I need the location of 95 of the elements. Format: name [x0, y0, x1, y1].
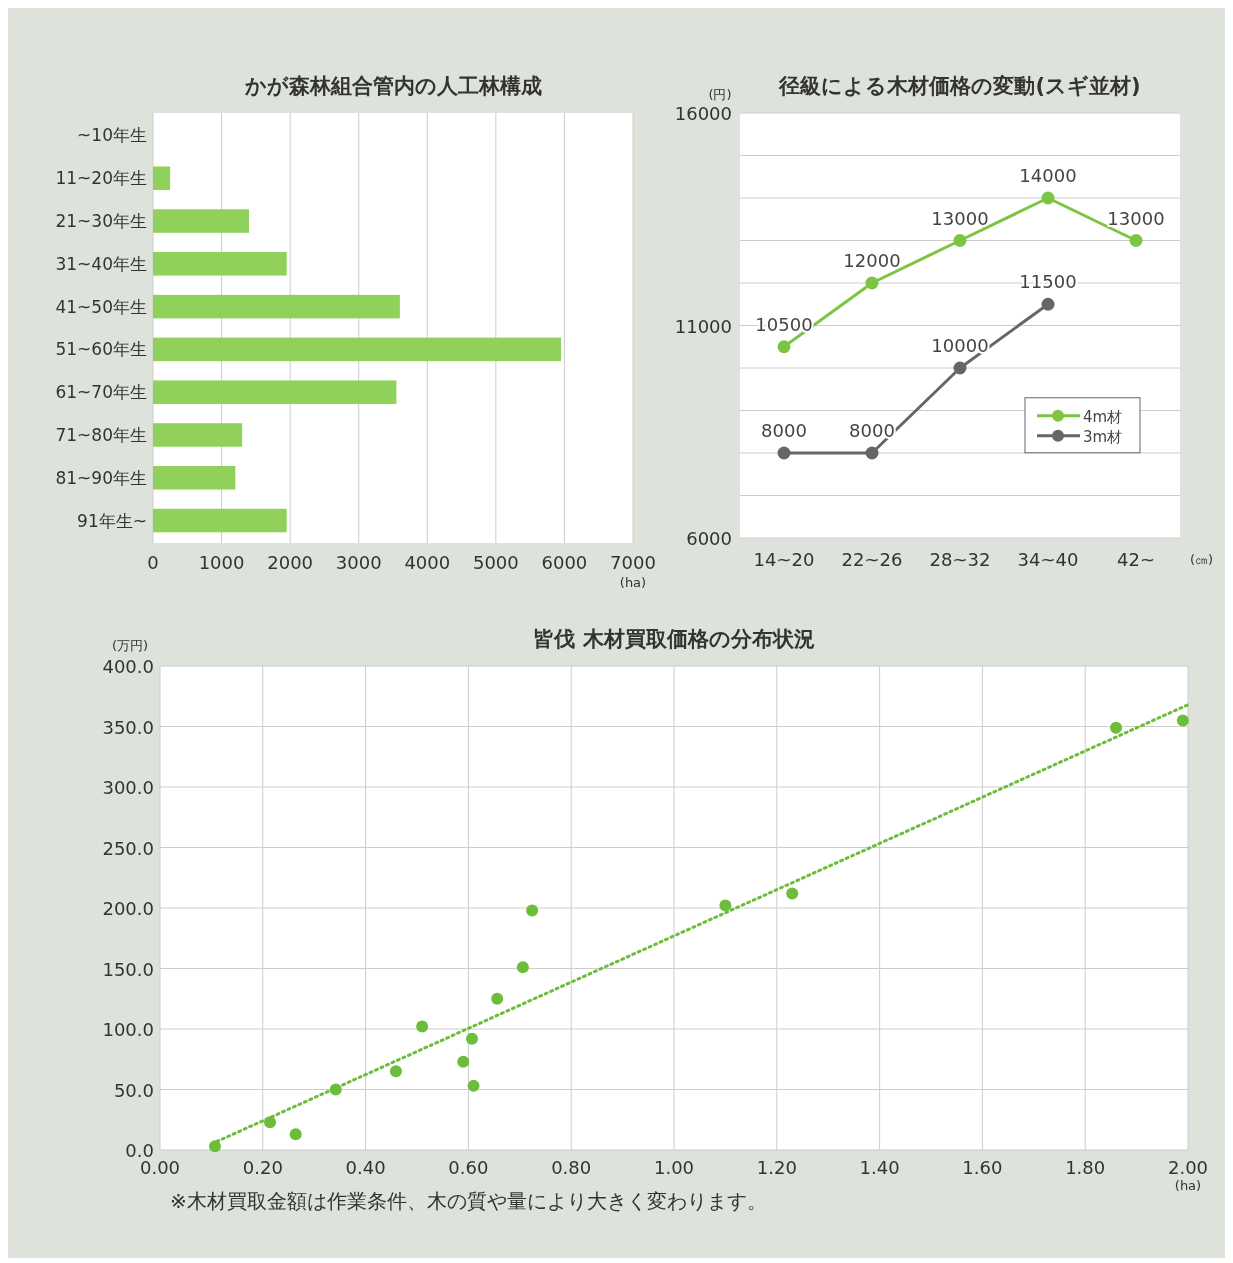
- y-tick-label: 16000: [674, 103, 732, 124]
- point: [289, 1128, 302, 1141]
- point: [777, 340, 791, 354]
- y-tick-label: 200.0: [102, 898, 154, 919]
- point: [865, 446, 879, 460]
- point: [466, 1032, 478, 1045]
- x-tick-label: 1.40: [859, 1157, 900, 1178]
- point: [786, 887, 799, 900]
- data-label: 11500: [1019, 271, 1077, 293]
- x-tick-label: 1000: [198, 552, 245, 573]
- x-tick-label: 3000: [335, 552, 382, 573]
- chart-title: 皆伐 木材買取価格の分布状況: [533, 627, 815, 651]
- point: [526, 904, 539, 917]
- x-tick-label: 42~: [1117, 549, 1155, 570]
- x-tick-label: 2000: [267, 552, 314, 573]
- y-tick-label: 400.0: [102, 656, 154, 677]
- point: [1110, 721, 1123, 734]
- point: [389, 1065, 402, 1078]
- y-tick-label: 31~40年生: [55, 253, 147, 274]
- text: ※木材買取金額は作業条件、木の質や量により大きく変わります。: [170, 1189, 767, 1213]
- x-tick-label: 5000: [472, 552, 519, 573]
- data-label: 10000: [931, 335, 989, 356]
- point: [1041, 297, 1055, 311]
- x-tick-label: 4000: [404, 552, 451, 573]
- bar: [153, 508, 287, 533]
- x-tick-label: 22~26: [841, 549, 903, 570]
- y-tick-label: 11~20年生: [55, 168, 147, 189]
- point: [953, 361, 967, 375]
- bar: [153, 294, 400, 319]
- y-axis-title: (万円): [111, 638, 149, 653]
- point: [1176, 714, 1189, 727]
- y-tick-label: 61~70年生: [55, 382, 147, 403]
- point: [416, 1020, 429, 1033]
- x-tick-label: 2.00: [1167, 1157, 1209, 1178]
- point: [953, 234, 967, 247]
- bar: [153, 465, 236, 490]
- bar: [153, 166, 171, 191]
- data-label: 12000: [843, 250, 901, 271]
- point: [467, 1079, 480, 1092]
- y-tick-label: 51~60年生: [55, 339, 147, 360]
- x-tick-label: 0.40: [345, 1157, 386, 1178]
- chart-title: かが森林組合管内の人工林構成: [243, 74, 542, 98]
- bar: [153, 337, 561, 362]
- point: [491, 992, 504, 1005]
- data-label: 13000: [1107, 207, 1165, 229]
- y-tick-label: 100.0: [102, 1019, 154, 1040]
- x-tick-label: 6000: [541, 552, 588, 573]
- point: [457, 1055, 470, 1068]
- x-axis-title: (ha): [619, 575, 647, 590]
- bar: [153, 380, 397, 404]
- x-tick-label: 1.20: [756, 1157, 797, 1178]
- y-tick-label: 350.0: [102, 716, 154, 738]
- bar: [153, 423, 243, 447]
- x-tick-label: 0.20: [242, 1157, 283, 1178]
- y-tick-label: 91年生~: [77, 510, 147, 531]
- x-axis-title: (ha): [1174, 1178, 1202, 1193]
- x-tick-label: 1.60: [962, 1157, 1003, 1178]
- point: [865, 276, 879, 290]
- y-tick-label: 300.0: [102, 777, 154, 798]
- bar: [153, 252, 287, 276]
- y-tick-label: 250.0: [102, 837, 154, 859]
- legend-label: 3m材: [1083, 427, 1123, 446]
- x-tick-label: 28~32: [929, 549, 991, 570]
- point: [516, 961, 529, 974]
- y-tick-label: 11000: [674, 315, 732, 337]
- legend-label: 4m材: [1083, 407, 1123, 426]
- point: [1129, 234, 1143, 247]
- y-tick-label: 150.0: [102, 958, 154, 980]
- chart-title: 径級による木材価格の変動(スギ並材): [778, 74, 1141, 98]
- x-tick-label: 34~40: [1017, 549, 1079, 570]
- y-axis-title: (円): [708, 87, 732, 102]
- point: [719, 899, 732, 912]
- x-tick-label: 7000: [610, 552, 656, 573]
- y-tick-label: 41~50年生: [55, 296, 147, 317]
- x-axis-title: (㎝): [1190, 552, 1214, 567]
- x-tick-label: 1.80: [1065, 1157, 1106, 1178]
- x-tick-label: 1.00: [653, 1157, 695, 1178]
- data-label: 14000: [1019, 165, 1077, 186]
- x-tick-label: 0.80: [551, 1157, 592, 1178]
- data-label: 13000: [931, 207, 989, 229]
- data-label: 8000: [761, 420, 807, 441]
- point: [1041, 191, 1055, 205]
- data-label: 8000: [849, 420, 895, 441]
- y-tick-label: 71~80年生: [55, 424, 147, 445]
- x-tick-label: 14~20: [753, 549, 815, 570]
- y-tick-label: 81~90年生: [55, 467, 147, 488]
- y-tick-label: 6000: [686, 528, 732, 549]
- data-label: 10500: [755, 313, 813, 335]
- y-tick-label: 50.0: [113, 1079, 154, 1101]
- point: [777, 446, 791, 460]
- y-tick-label: 21~30年生: [55, 211, 147, 232]
- x-tick-label: 0.60: [448, 1157, 489, 1178]
- x-tick-label: 0: [147, 552, 159, 573]
- bar: [153, 209, 249, 233]
- y-tick-label: ~10年生: [77, 125, 147, 146]
